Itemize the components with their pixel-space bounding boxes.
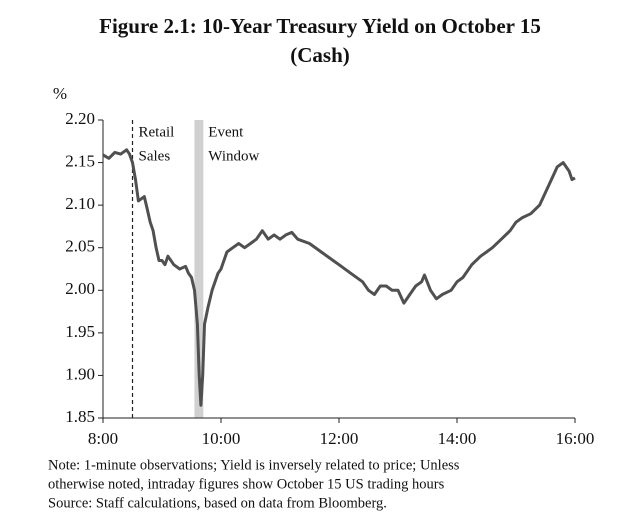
y-tick-label: 1.95 [65,322,95,341]
annotation: Window [208,148,259,164]
chart-title: Figure 2.1: 10-Year Treasury Yield on Oc… [99,14,541,38]
x-tick-label: 14:00 [438,429,477,448]
y-tick-label: 2.20 [65,109,95,128]
annotation: Event [208,124,244,140]
note: Note: 1-minute observations; Yield is in… [48,457,460,473]
x-tick-label: 16:00 [556,429,595,448]
y-tick-label: 2.15 [65,151,95,170]
annotation: Retail [139,124,175,140]
chart-title: (Cash) [290,43,350,67]
y-axis-label: % [53,84,67,103]
note: otherwise noted, intraday figures show O… [48,476,445,492]
y-tick-label: 1.85 [65,407,95,426]
y-tick-label: 2.00 [65,279,95,298]
event-window [194,120,204,418]
y-tick-label: 1.90 [65,364,95,383]
note: Source: Staff calculations, based on dat… [48,495,387,511]
x-tick-label: 10:00 [202,429,241,448]
x-tick-label: 8:00 [88,429,118,448]
y-tick-label: 2.05 [65,237,95,256]
y-tick-label: 2.10 [65,194,95,213]
annotation: Sales [139,148,171,164]
data-line [102,148,576,407]
x-tick-label: 12:00 [320,429,359,448]
